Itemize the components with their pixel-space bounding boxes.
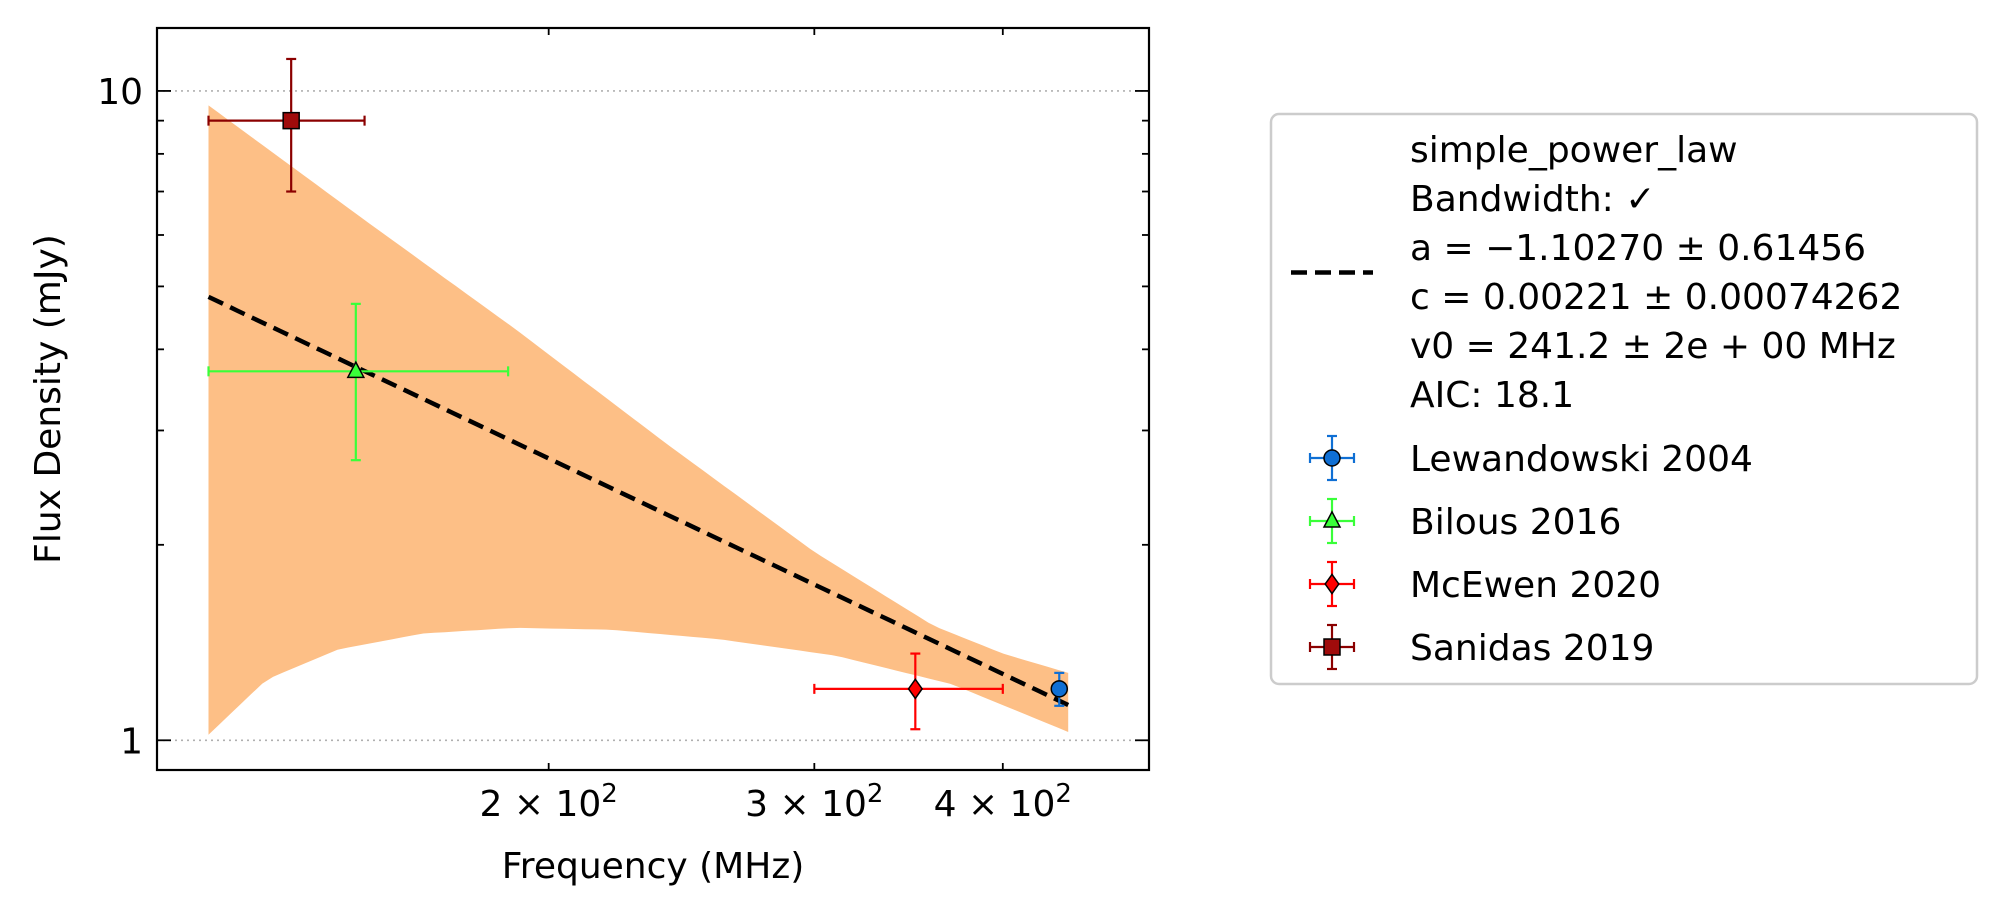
marker-diamond: [907, 677, 924, 700]
x-tick-label-exponent: 2: [601, 779, 618, 809]
fit-line-group: [207, 294, 1070, 708]
data-point-lewandowski-2004: [1050, 671, 1069, 707]
y-tick-label: 1: [120, 721, 143, 762]
x-tick-label-base: 3 × 10: [745, 784, 867, 825]
legend-fit-line-4: c = 0.00221 ± 0.00074262: [1410, 277, 1902, 318]
legend-entry-bilous-2016: Bilous 2016: [1308, 497, 1621, 545]
data-point-mcewen-2020: [813, 652, 1004, 731]
legend-label: Lewandowski 2004: [1410, 439, 1753, 480]
legend-entry-sanidas-2019: Sanidas 2019: [1308, 623, 1654, 671]
data-points: [207, 57, 1069, 731]
data-point-bilous-2016: [207, 302, 510, 462]
legend-entry-mcewen-2020: McEwen 2020: [1308, 560, 1661, 608]
legend-label: Sanidas 2019: [1410, 628, 1654, 669]
legend-marker-diamond: [1324, 573, 1340, 595]
x-tick-label-exponent: 2: [1055, 779, 1072, 809]
x-tick-label-exponent: 2: [867, 779, 884, 809]
y-axis-label: Flux Density (mJy): [28, 234, 69, 564]
fit-line: [207, 294, 1070, 708]
data-point-sanidas-2019: [207, 57, 366, 193]
x-tick-label-base: 4 × 10: [934, 784, 1056, 825]
legend-marker-circle: [1323, 449, 1341, 467]
legend-label: McEwen 2020: [1410, 565, 1661, 606]
legend-marker-square: [1323, 638, 1341, 656]
x-tick-label: 3 × 102: [745, 779, 883, 825]
legend-fit-line-1: simple_power_law: [1410, 130, 1738, 171]
legend-fit-line-2: Bandwidth: ✓: [1410, 179, 1655, 220]
plot-frame: [155, 26, 1151, 772]
uncertainty-band: [208, 105, 1069, 735]
x-tick-label: 4 × 102: [934, 779, 1072, 825]
x-tick-label: 2 × 102: [480, 779, 618, 825]
x-tick-label-base: 2 × 10: [480, 784, 602, 825]
axis-ticks: [157, 28, 1150, 770]
legend-fit-line-3: a = −1.10270 ± 0.61456: [1410, 228, 1866, 269]
y-tick-label: 10: [97, 72, 143, 113]
marker-triangle: [346, 360, 366, 379]
legend-frame: [1269, 112, 1979, 686]
marker-circle: [1050, 680, 1069, 698]
legend-marker-triangle: [1322, 510, 1342, 528]
x-axis-label: Frequency (MHz): [502, 846, 805, 887]
marker-square: [282, 111, 300, 130]
legend-fit-line-5: v0 = 241.2 ± 2e + 00 MHz: [1410, 326, 1896, 367]
legend: simple_power_law Bandwidth: ✓ a = −1.10270…: [1269, 112, 1979, 686]
fit-uncertainty-band: [208, 105, 1069, 735]
legend-fit-line-6: AIC: 18.1: [1410, 375, 1574, 416]
legend-label: Bilous 2016: [1410, 502, 1621, 543]
legend-entry-lewandowski-2004: Lewandowski 2004: [1308, 434, 1753, 482]
